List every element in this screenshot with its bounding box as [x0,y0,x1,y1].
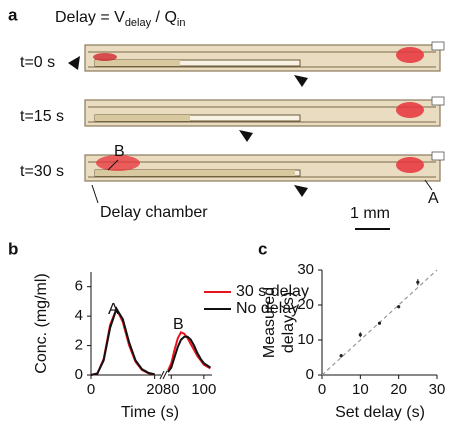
chamber-label: Delay chamber [100,204,208,221]
axis-break [159,370,165,380]
axis-break [162,370,168,380]
point [377,321,382,325]
marker-label: B [114,143,125,160]
y-tick-label: 4 [75,307,83,324]
annotation: B [173,316,184,333]
dye [396,47,424,63]
x-tick-label: 10 [352,381,369,398]
y-tick-label: 0 [306,366,314,383]
x-tick-label: 0 [318,381,326,398]
pointer [91,184,99,204]
dye [396,102,424,118]
chamber-fill [95,60,180,66]
channel-images [68,41,445,197]
panel-label: c [258,239,267,258]
annotation: A [108,301,119,318]
dye [96,155,140,171]
dye [396,157,424,173]
y-axis-label: delay (s) [280,292,297,353]
pointer [424,179,433,191]
y-axis-label: Conc. (mg/ml) [33,273,50,373]
x-tick-label: 100 [191,381,216,398]
y-tick-label: 10 [297,331,314,348]
x-tick-label: 20 [390,381,407,398]
x-tick-label: 20 [146,381,163,398]
legend-label: 30 s delay [236,283,309,300]
y-tick-label: 20 [297,296,314,313]
panel-label: b [8,239,18,258]
series-line [90,306,155,376]
time-label: t=0 s [20,54,55,71]
y-tick-label: 0 [75,366,83,383]
point [339,354,343,358]
arrowhead [294,185,308,197]
series-line [167,335,211,373]
x-axis-label: Set delay (s) [335,404,425,421]
chamber-fill [95,170,295,176]
arrowhead [239,130,253,142]
time-label: t=30 s [20,163,64,180]
panel-label: a [8,5,18,24]
equation: Delay = Vdelay / Qin [55,9,185,29]
outlet [431,151,445,161]
pointer [107,159,119,171]
y-tick-label: 30 [297,261,314,278]
marker-label: A [428,190,439,207]
legend-label: No delay [236,300,299,317]
chamber-fill [95,115,190,121]
point [397,305,401,309]
y-tick-label: 2 [75,337,83,354]
time-label: t=15 s [20,108,64,125]
x-tick-label: 30 [429,381,446,398]
arrowhead [68,56,80,70]
x-axis-label: Time (s) [121,404,179,421]
scale-label: 1 mm [350,205,390,222]
x-tick-label: 80 [163,381,180,398]
y-axis-label: Measured [261,287,278,358]
y-tick-label: 6 [75,278,83,295]
outlet [431,96,445,106]
arrowhead [294,75,308,87]
outlet [431,41,445,51]
x-tick-label: 0 [87,381,95,398]
dye [93,53,117,61]
point [358,333,362,337]
point [416,280,420,284]
